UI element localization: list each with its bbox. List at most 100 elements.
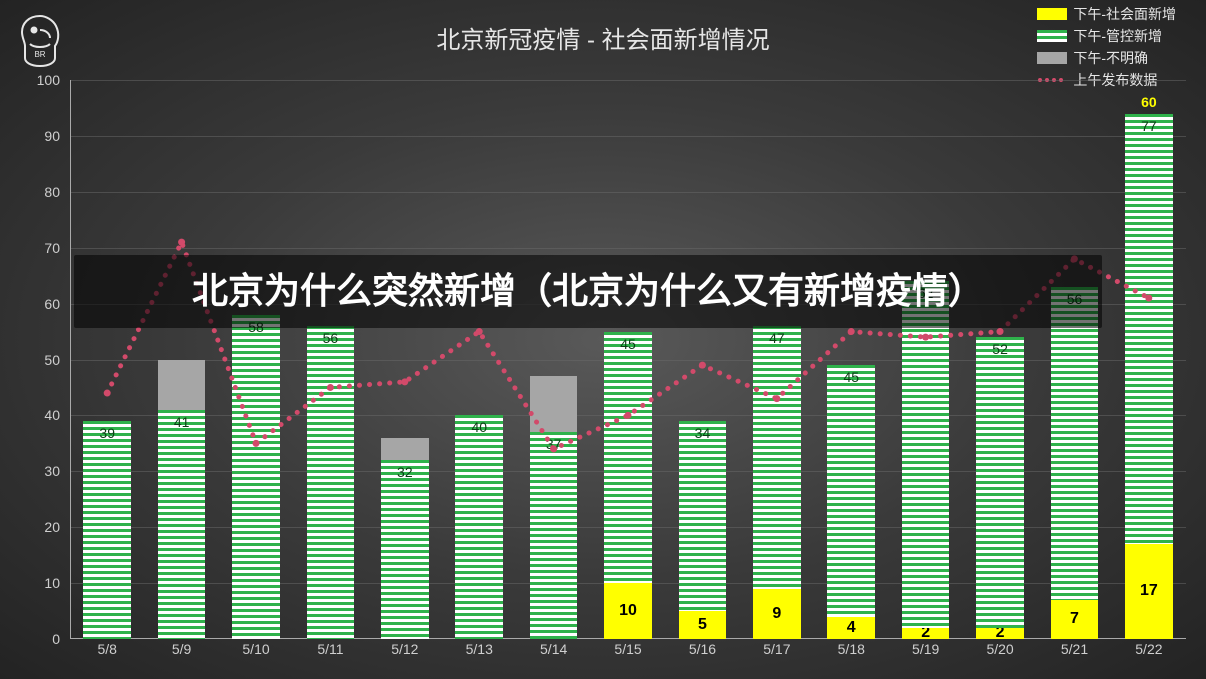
bar-slot: 39 [70, 80, 144, 639]
x-tick: 5/18 [814, 641, 888, 671]
seg-yellow: 5 [679, 611, 727, 639]
seg-green: 32 [381, 460, 429, 639]
seg-green: 52 [976, 337, 1024, 628]
legend-swatch-gray [1037, 52, 1067, 64]
seg-yellow-label: 5 [679, 616, 727, 634]
x-tick: 5/20 [963, 641, 1037, 671]
y-tick: 0 [52, 631, 60, 647]
seg-gray [158, 360, 206, 410]
legend-swatch-green [1037, 30, 1067, 42]
seg-yellow: 10 [604, 583, 652, 639]
plot-area: 3941585632403710455349474452622527561777… [70, 80, 1186, 639]
y-tick: 100 [37, 72, 60, 88]
seg-green-label: 40 [455, 419, 503, 435]
seg-green: 77 [1125, 114, 1173, 544]
seg-yellow-label: 17 [1125, 582, 1173, 600]
seg-yellow: 2 [902, 628, 950, 639]
bar-stack: 9 47 [753, 326, 801, 639]
legend: 下午-社会面新增 下午-管控新增 下午-不明确 上午发布数据 [1037, 4, 1176, 92]
bar-stack: 39 [83, 421, 131, 639]
bar-stack: 756 [1051, 287, 1099, 639]
bar-slot: 756 [1037, 80, 1111, 639]
seg-green: 41 [158, 410, 206, 639]
seg-green-label: 37 [530, 436, 578, 452]
seg-green-label: 32 [381, 464, 429, 480]
x-tick: 5/21 [1037, 641, 1111, 671]
seg-yellow: 17 [1125, 544, 1173, 639]
x-tick: 5/19 [888, 641, 962, 671]
seg-gray [381, 438, 429, 460]
seg-yellow: 4 [827, 617, 875, 639]
seg-green: 37 [530, 432, 578, 639]
bar-slot: 37 [516, 80, 590, 639]
bar-stack: 262 [902, 281, 950, 639]
seg-green-label: 41 [158, 414, 206, 430]
seg-green-label: 39 [83, 425, 131, 441]
seg-green-label: 52 [976, 341, 1024, 357]
y-tick: 30 [44, 463, 60, 479]
seg-green: 45 [604, 332, 652, 584]
y-tick: 70 [44, 240, 60, 256]
seg-green-label: 34 [679, 425, 727, 441]
bar-stack: 10 45 [604, 332, 652, 639]
y-tick: 20 [44, 519, 60, 535]
seg-green: 45 [827, 365, 875, 617]
seg-yellow-label: 4 [827, 619, 875, 637]
seg-green-label: 45 [604, 336, 652, 352]
y-axis: 0102030405060708090100 [0, 80, 70, 639]
x-tick: 5/13 [442, 641, 516, 671]
overlay-caption: 北京为什么突然新增（北京为什么又有新增疫情） [74, 255, 1102, 328]
y-tick: 90 [44, 128, 60, 144]
y-tick: 50 [44, 352, 60, 368]
seg-green-label: 47 [753, 330, 801, 346]
bar-stack: 40 [455, 415, 503, 639]
seg-yellow: 7 [1051, 600, 1099, 639]
x-tick: 5/9 [144, 641, 218, 671]
x-tick: 5/16 [665, 641, 739, 671]
bar-slot: 10 45 [591, 80, 665, 639]
seg-green: 58 [232, 315, 280, 639]
legend-label-green: 下午-管控新增 [1073, 26, 1162, 46]
y-tick: 10 [44, 575, 60, 591]
seg-green: 40 [455, 415, 503, 639]
bar-slot: 262 [888, 80, 962, 639]
bar-slot: 4 45 [814, 80, 888, 639]
x-tick: 5/8 [70, 641, 144, 671]
bar-stack: 58 [232, 315, 280, 639]
x-tick: 5/14 [516, 641, 590, 671]
legend-label-yellow: 下午-社会面新增 [1073, 4, 1176, 24]
x-tick: 5/11 [293, 641, 367, 671]
x-tick: 5/10 [219, 641, 293, 671]
legend-label-gray: 下午-不明确 [1073, 48, 1148, 68]
seg-green: 47 [753, 326, 801, 589]
bar-slot: 2 52 [963, 80, 1037, 639]
bar-stack: 177760 [1125, 114, 1173, 639]
x-axis: 5/85/95/105/115/125/135/145/155/165/175/… [70, 641, 1186, 671]
seg-green-label: 45 [827, 369, 875, 385]
bar-slot: 56 [293, 80, 367, 639]
seg-yellow: 2 [976, 628, 1024, 639]
seg-green: 56 [1051, 287, 1099, 600]
x-tick: 5/17 [740, 641, 814, 671]
bar-top-label: 60 [1125, 94, 1173, 110]
seg-gray [530, 376, 578, 432]
bar-slot: 17 77 60 [1112, 80, 1186, 639]
bar-slot: 41 [144, 80, 218, 639]
y-tick: 60 [44, 296, 60, 312]
bar-stack: 37 [530, 376, 578, 639]
x-tick: 5/15 [591, 641, 665, 671]
seg-green: 56 [307, 326, 355, 639]
bar-stack: 56 [307, 326, 355, 639]
bar-stack: 2 52 [976, 337, 1024, 639]
bar-slot: 5 34 [665, 80, 739, 639]
seg-green-label: 77 [1125, 118, 1173, 134]
legend-swatch-yellow [1037, 8, 1067, 20]
bar-stack: 41 [158, 360, 206, 639]
bar-stack: 4 45 [827, 365, 875, 639]
seg-green: 62 [902, 281, 950, 628]
overlay-text: 北京为什么突然新增（北京为什么又有新增疫情） [94, 267, 1082, 316]
bar-stack: 32 [381, 438, 429, 639]
seg-yellow-label: 9 [753, 605, 801, 623]
y-tick: 40 [44, 407, 60, 423]
bar-stack: 5 34 [679, 421, 727, 639]
